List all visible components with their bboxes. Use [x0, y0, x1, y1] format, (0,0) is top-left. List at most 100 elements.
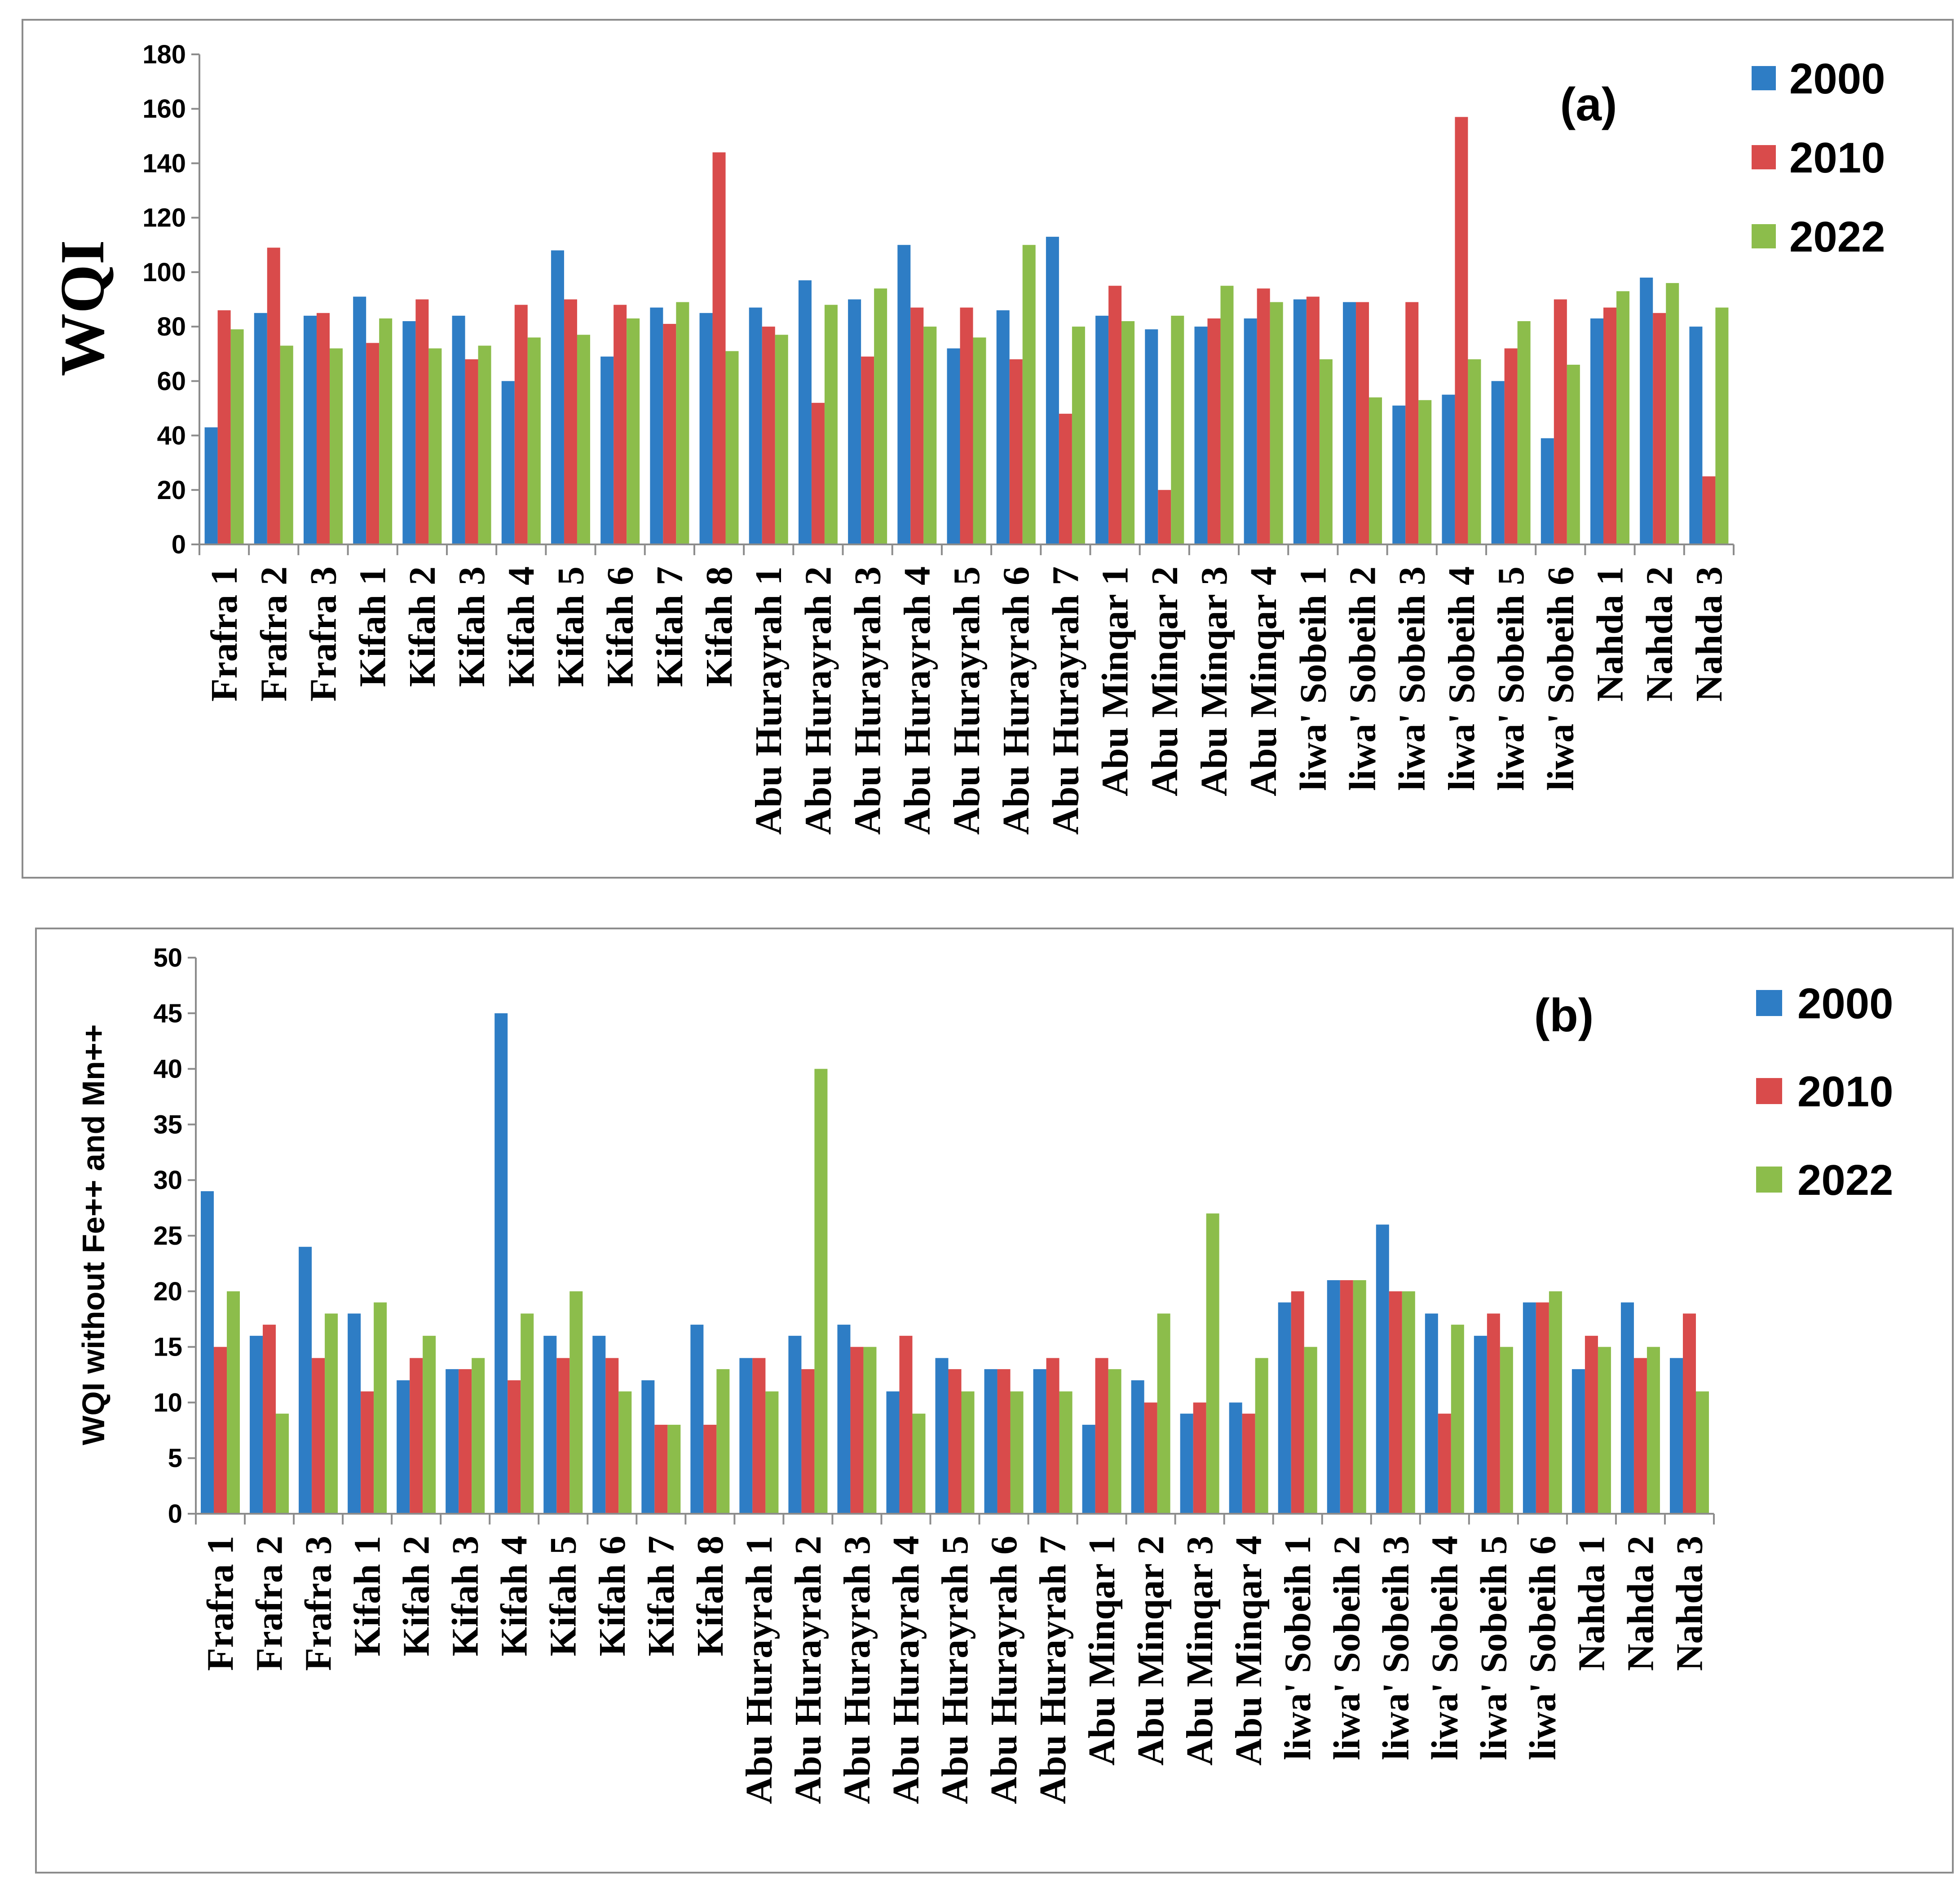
category-label: Frafra 2	[249, 1536, 291, 1671]
category-label: Abu Minqar 3	[1193, 566, 1235, 796]
bar-2000	[1669, 1358, 1683, 1514]
bar-2010	[1144, 1402, 1157, 1514]
bar-2000	[1131, 1380, 1144, 1514]
bar-2010	[1046, 1358, 1059, 1514]
bar-2022	[569, 1291, 583, 1514]
bar-2010	[312, 1358, 325, 1514]
category-label: Abu Hurayrah 4	[885, 1536, 927, 1804]
category-label: Kifah 2	[396, 1536, 437, 1656]
bar-2022	[1059, 1391, 1073, 1514]
y-tick-label: 140	[142, 149, 186, 178]
legend-swatch-2022	[1756, 1167, 1782, 1193]
bar-2010	[861, 356, 874, 544]
bar-2022	[874, 288, 887, 544]
category-label: Abu Hurayrah 6	[983, 1536, 1025, 1804]
category-label: liwa' Sobeih 3	[1391, 566, 1433, 791]
bar-2000	[897, 245, 911, 544]
bar-2022	[961, 1391, 975, 1514]
category-label: liwa' Sobeih 1	[1277, 1536, 1319, 1760]
bar-2000	[1278, 1302, 1291, 1514]
bar-2022	[478, 345, 491, 544]
bar-2000	[1474, 1335, 1487, 1514]
bar-2022	[1567, 364, 1580, 544]
bar-2022	[280, 345, 293, 544]
bar-2022	[374, 1302, 387, 1514]
bar-2010	[1207, 318, 1221, 544]
bar-2022	[912, 1414, 926, 1514]
y-tick-label: 160	[142, 94, 186, 124]
bar-2000	[1293, 299, 1307, 544]
bar-2010	[1653, 313, 1666, 544]
category-label: Abu Hurayrah 3	[836, 1536, 878, 1804]
bar-2000	[1425, 1313, 1438, 1514]
chart-a-svg: 0 20 40 60 80 100 120 140 160 180 Frafra 1 Frafra 2…	[48, 40, 1885, 835]
category-label: Kifah 5	[543, 1536, 584, 1656]
bar-2000	[1442, 394, 1455, 544]
bar-2022	[1010, 1391, 1024, 1514]
category-label: liwa' Sobeih 5	[1473, 1536, 1514, 1760]
bar-2000	[1095, 315, 1109, 544]
chart-panel-a: 0 20 40 60 80 100 120 140 160 180 Frafra 1 Frafra 2…	[22, 19, 1954, 879]
bar-2010	[1108, 286, 1122, 544]
y-tick-label: 10	[153, 1388, 182, 1417]
bar-2010	[267, 247, 280, 544]
category-label: Abu Minqar 1	[1095, 566, 1136, 796]
category-label: Abu Minqar 2	[1144, 566, 1186, 796]
bar-2022	[725, 351, 739, 544]
bar-2000	[1572, 1369, 1585, 1514]
category-label: Kifah 8	[698, 566, 740, 687]
bar-2000	[543, 1335, 557, 1514]
bar-2000	[452, 315, 465, 544]
bar-2022	[1666, 283, 1679, 544]
category-label: liwa' Sobeih 4	[1441, 566, 1483, 791]
legend-label: 2022	[1789, 213, 1885, 261]
category-label: Kifah 7	[640, 1536, 682, 1656]
bar-2022	[472, 1358, 485, 1514]
bar-2022	[923, 327, 937, 544]
bar-2022	[1121, 321, 1135, 544]
bar-2022	[667, 1424, 681, 1514]
category-label: Nahda 2	[1639, 566, 1681, 702]
bar-2010	[663, 324, 676, 544]
y-axis-title: WQI without Fe++ and Mn++	[76, 1024, 111, 1445]
bar-2010	[654, 1424, 668, 1514]
legend-label: 2000	[1789, 55, 1885, 103]
bar-2022	[227, 1291, 240, 1514]
legend-label: 2010	[1797, 1068, 1894, 1116]
category-label: Frafra 3	[302, 566, 344, 702]
bar-2000	[690, 1325, 704, 1514]
category-label: Kifah 6	[592, 1536, 633, 1656]
bar-2010	[948, 1369, 962, 1514]
bar-2010	[1536, 1302, 1549, 1514]
category-label: Kifah 8	[689, 1536, 731, 1656]
y-tick-label: 50	[153, 943, 182, 972]
bar-2010	[1554, 299, 1567, 544]
bar-2010	[801, 1369, 815, 1514]
y-tick-label: 20	[157, 476, 186, 505]
bar-2022	[1157, 1313, 1170, 1514]
bar-2022	[863, 1347, 877, 1514]
bar-2022	[1270, 302, 1283, 544]
bar-2000	[600, 356, 614, 544]
bar-2000	[254, 313, 267, 544]
y-tick-label: 20	[153, 1277, 182, 1306]
bar-2022	[1500, 1347, 1513, 1514]
bar-2010	[465, 359, 478, 544]
bar-2010	[564, 299, 577, 544]
bar-2000	[947, 348, 960, 544]
category-label: Abu Hurayrah 5	[946, 566, 988, 835]
category-label: Kifah 1	[352, 566, 394, 687]
bar-2010	[1487, 1313, 1500, 1514]
category-label: Abu Hurayrah 3	[847, 566, 889, 835]
bar-2010	[1257, 288, 1270, 544]
bar-2010	[752, 1358, 766, 1514]
bar-2010	[217, 310, 231, 544]
bar-2010	[1405, 302, 1419, 544]
bar-2010	[997, 1369, 1011, 1514]
category-label: liwa' Sobeih 1	[1292, 566, 1334, 791]
category-label: Abu Minqar 3	[1179, 1536, 1221, 1766]
bar-2022	[1517, 321, 1531, 544]
bar-2022	[423, 1335, 436, 1514]
bar-2000	[1689, 327, 1703, 544]
bar-2000	[494, 1013, 508, 1514]
